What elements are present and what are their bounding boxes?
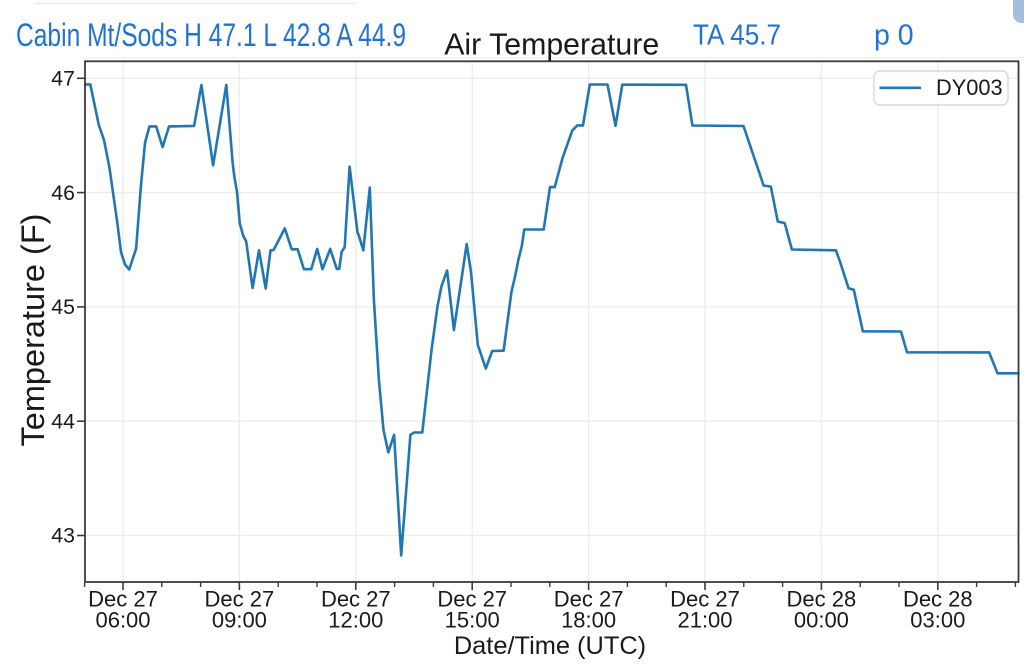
svg-text:Dec 27: Dec 27 [437,587,507,612]
svg-text:03:00: 03:00 [910,608,965,633]
svg-text:00:00: 00:00 [794,608,849,633]
svg-text:45: 45 [51,295,75,319]
svg-text:Dec 27: Dec 27 [554,587,624,612]
svg-text:12:00: 12:00 [328,608,383,633]
svg-text:46: 46 [51,181,75,205]
svg-text:Cabin Mt/Sods H 47.1 L 42.8 A: Cabin Mt/Sods H 47.1 L 42.8 A 44.9 [16,17,406,53]
svg-text:44: 44 [51,409,75,433]
svg-text:Dec 27: Dec 27 [205,587,275,612]
svg-text:Dec 28: Dec 28 [787,587,857,612]
svg-text:Date/Time (UTC): Date/Time (UTC) [454,632,646,660]
svg-text:Air Temperature: Air Temperature [444,29,659,62]
svg-text:p 0: p 0 [874,20,914,52]
svg-text:DY003: DY003 [936,75,1003,100]
svg-text:Dec 27: Dec 27 [321,587,391,612]
svg-text:21:00: 21:00 [677,608,732,633]
svg-text:Dec 27: Dec 27 [670,587,740,612]
svg-text:06:00: 06:00 [95,608,150,633]
svg-text:Dec 28: Dec 28 [903,587,973,612]
svg-text:18:00: 18:00 [561,608,616,633]
svg-text:15:00: 15:00 [445,608,500,633]
svg-text:43: 43 [51,524,75,548]
svg-text:TA 45.7: TA 45.7 [693,20,781,52]
svg-text:Temperature (F): Temperature (F) [15,214,51,447]
svg-text:Dec 27: Dec 27 [88,587,158,612]
svg-text:09:00: 09:00 [212,608,267,633]
svg-text:47: 47 [51,67,75,91]
